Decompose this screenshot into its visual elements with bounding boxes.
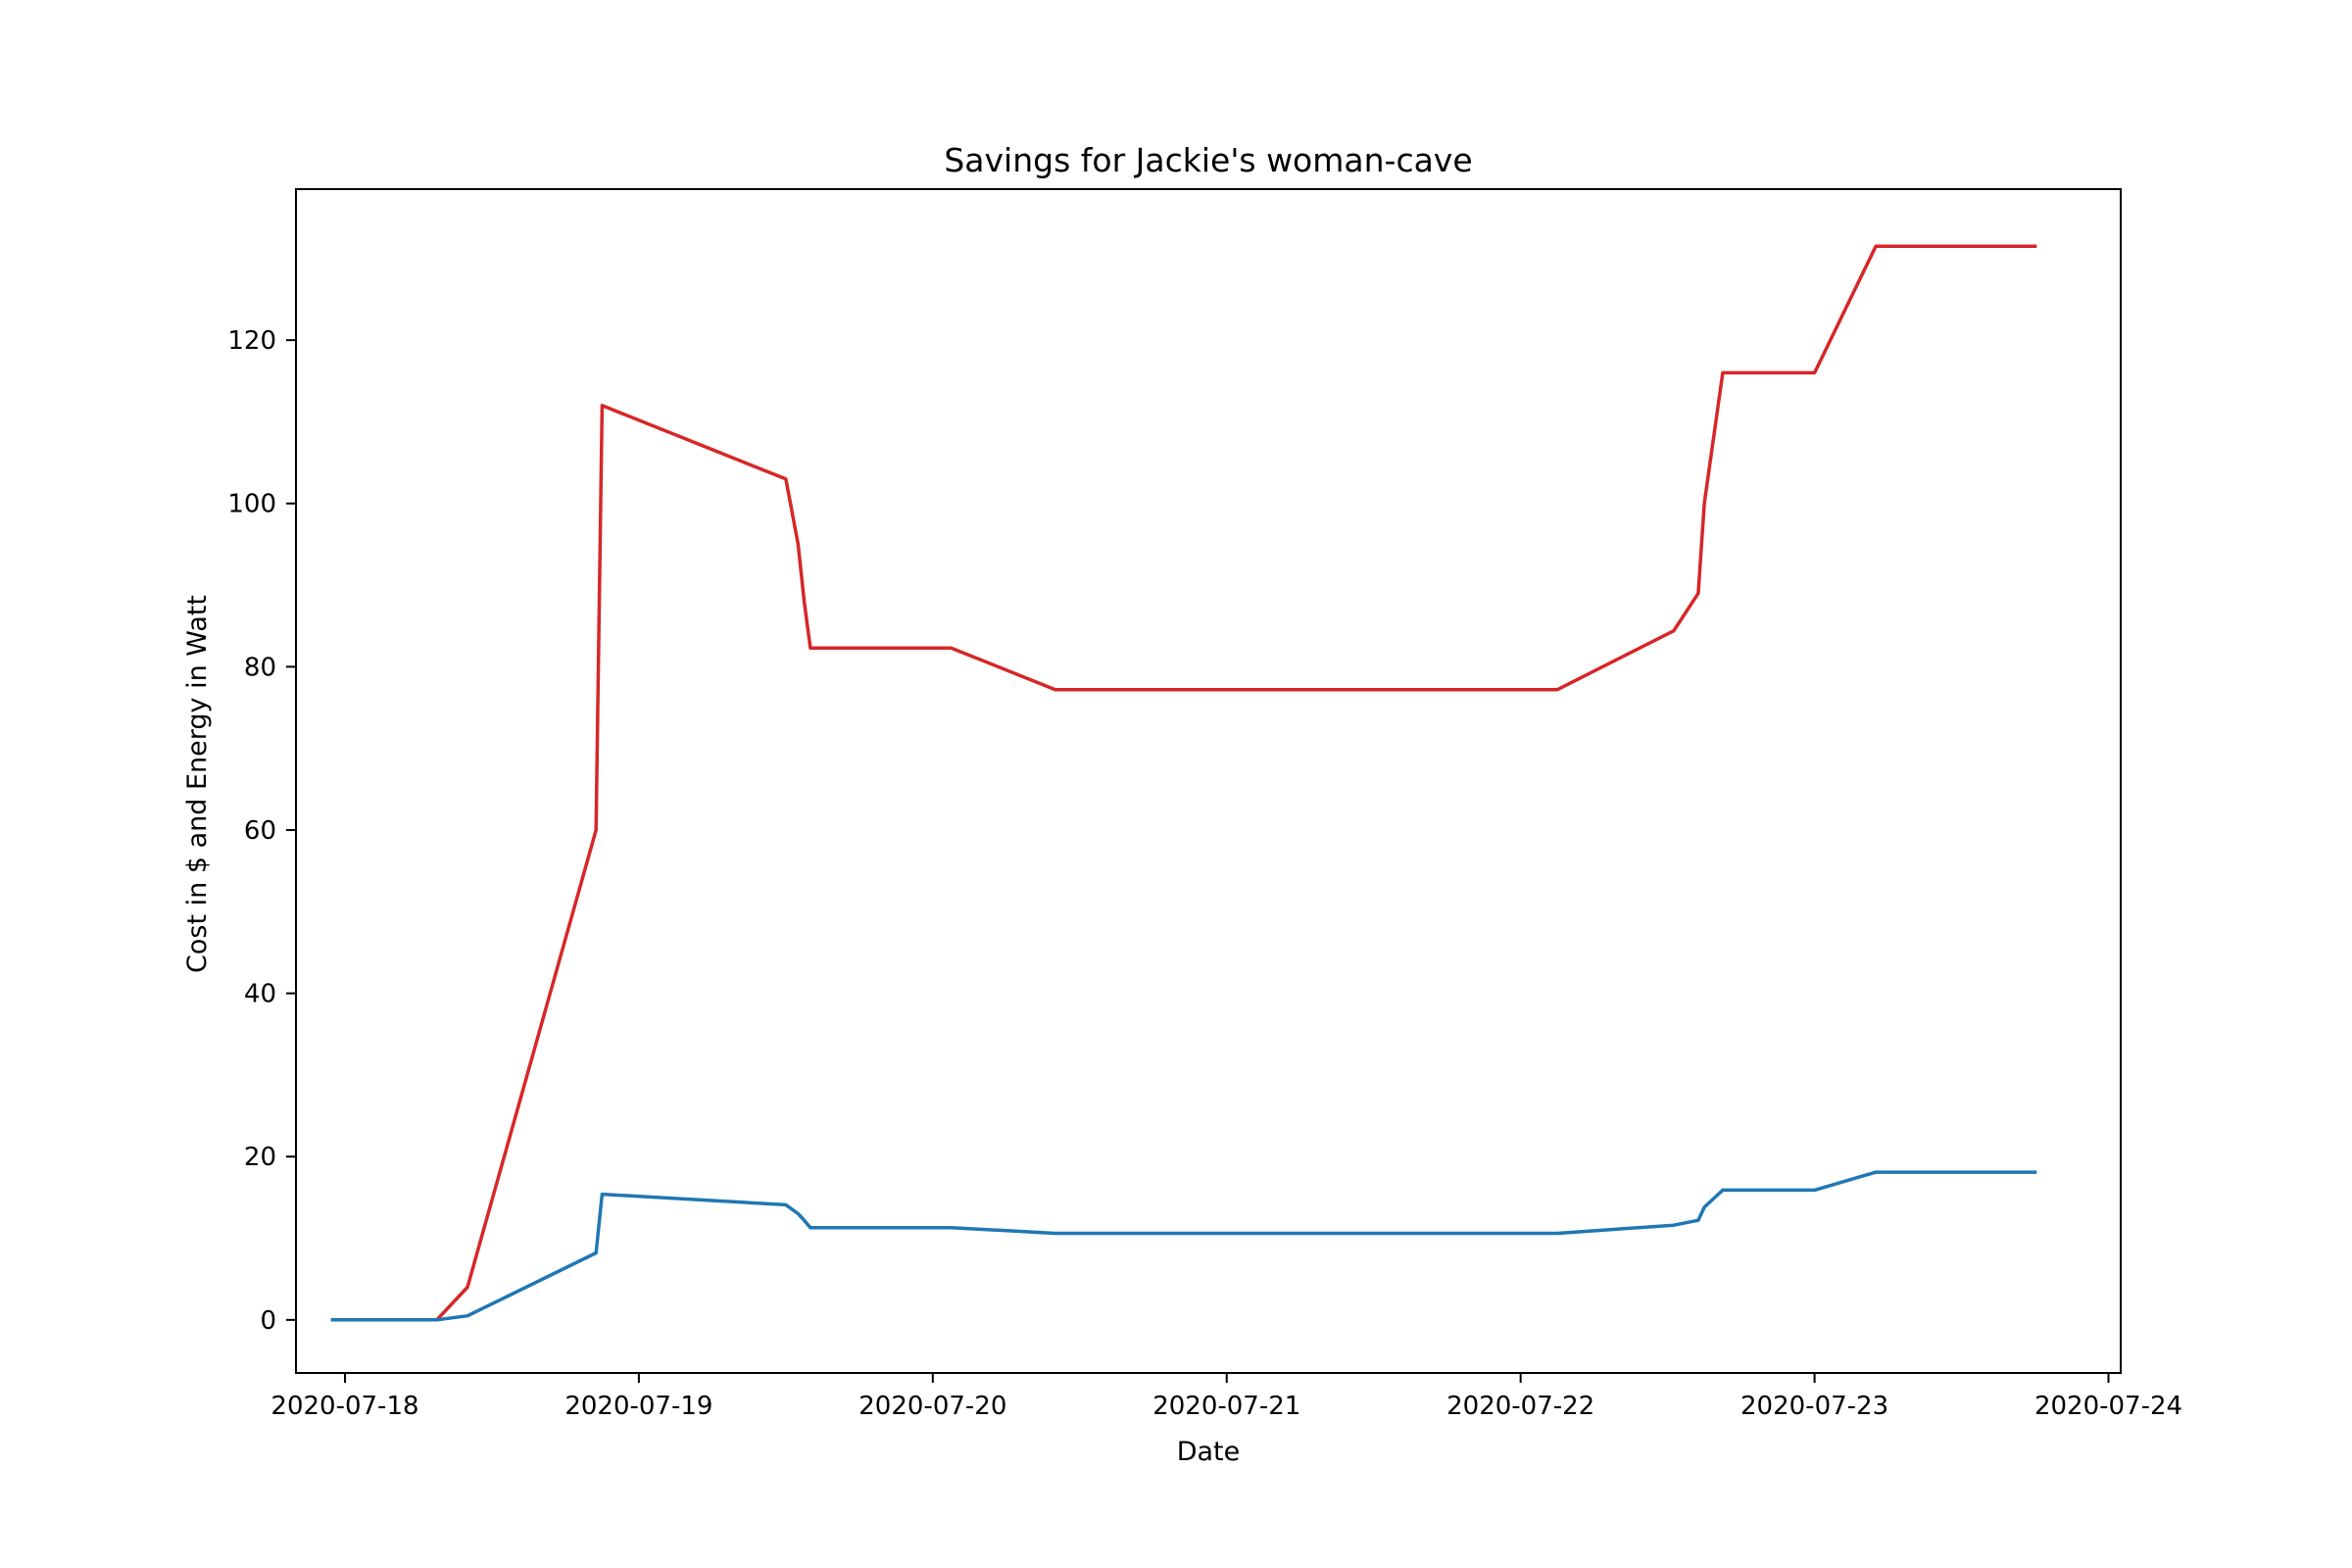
y-tick-label: 0 <box>260 1306 276 1336</box>
y-tick-label: 80 <box>244 653 276 682</box>
x-axis: 2020-07-18 2020-07-19 2020-07-20 2020-07-21… <box>270 1373 2182 1421</box>
y-tick-label: 100 <box>227 490 276 519</box>
x-tick-label: 2020-07-24 <box>2034 1392 2182 1421</box>
plot-area-frame <box>295 188 2122 1374</box>
x-tick-label: 2020-07-18 <box>270 1392 418 1421</box>
x-tick-label: 2020-07-23 <box>1740 1392 1888 1421</box>
x-tick-label: 2020-07-21 <box>1152 1392 1300 1421</box>
x-axis-label: Date <box>1177 1437 1241 1467</box>
y-tick-label: 120 <box>227 326 276 356</box>
chart-title: Savings for Jackie's woman-cave <box>944 141 1472 179</box>
series-line-2 <box>330 1170 2037 1322</box>
y-tick-label: 20 <box>244 1143 276 1172</box>
x-tick-label: 2020-07-19 <box>564 1392 712 1421</box>
y-axis: 0 20 40 60 80 100 120 <box>227 326 296 1336</box>
series-line-1 <box>330 244 2037 1322</box>
x-tick-label: 2020-07-22 <box>1446 1392 1594 1421</box>
x-tick-label: 2020-07-20 <box>858 1392 1006 1421</box>
y-tick-label: 40 <box>244 980 276 1009</box>
y-tick-label: 60 <box>244 816 276 846</box>
series-layer <box>330 244 2037 1322</box>
y-axis-label: Cost in $ and Energy in Watt <box>182 595 213 973</box>
